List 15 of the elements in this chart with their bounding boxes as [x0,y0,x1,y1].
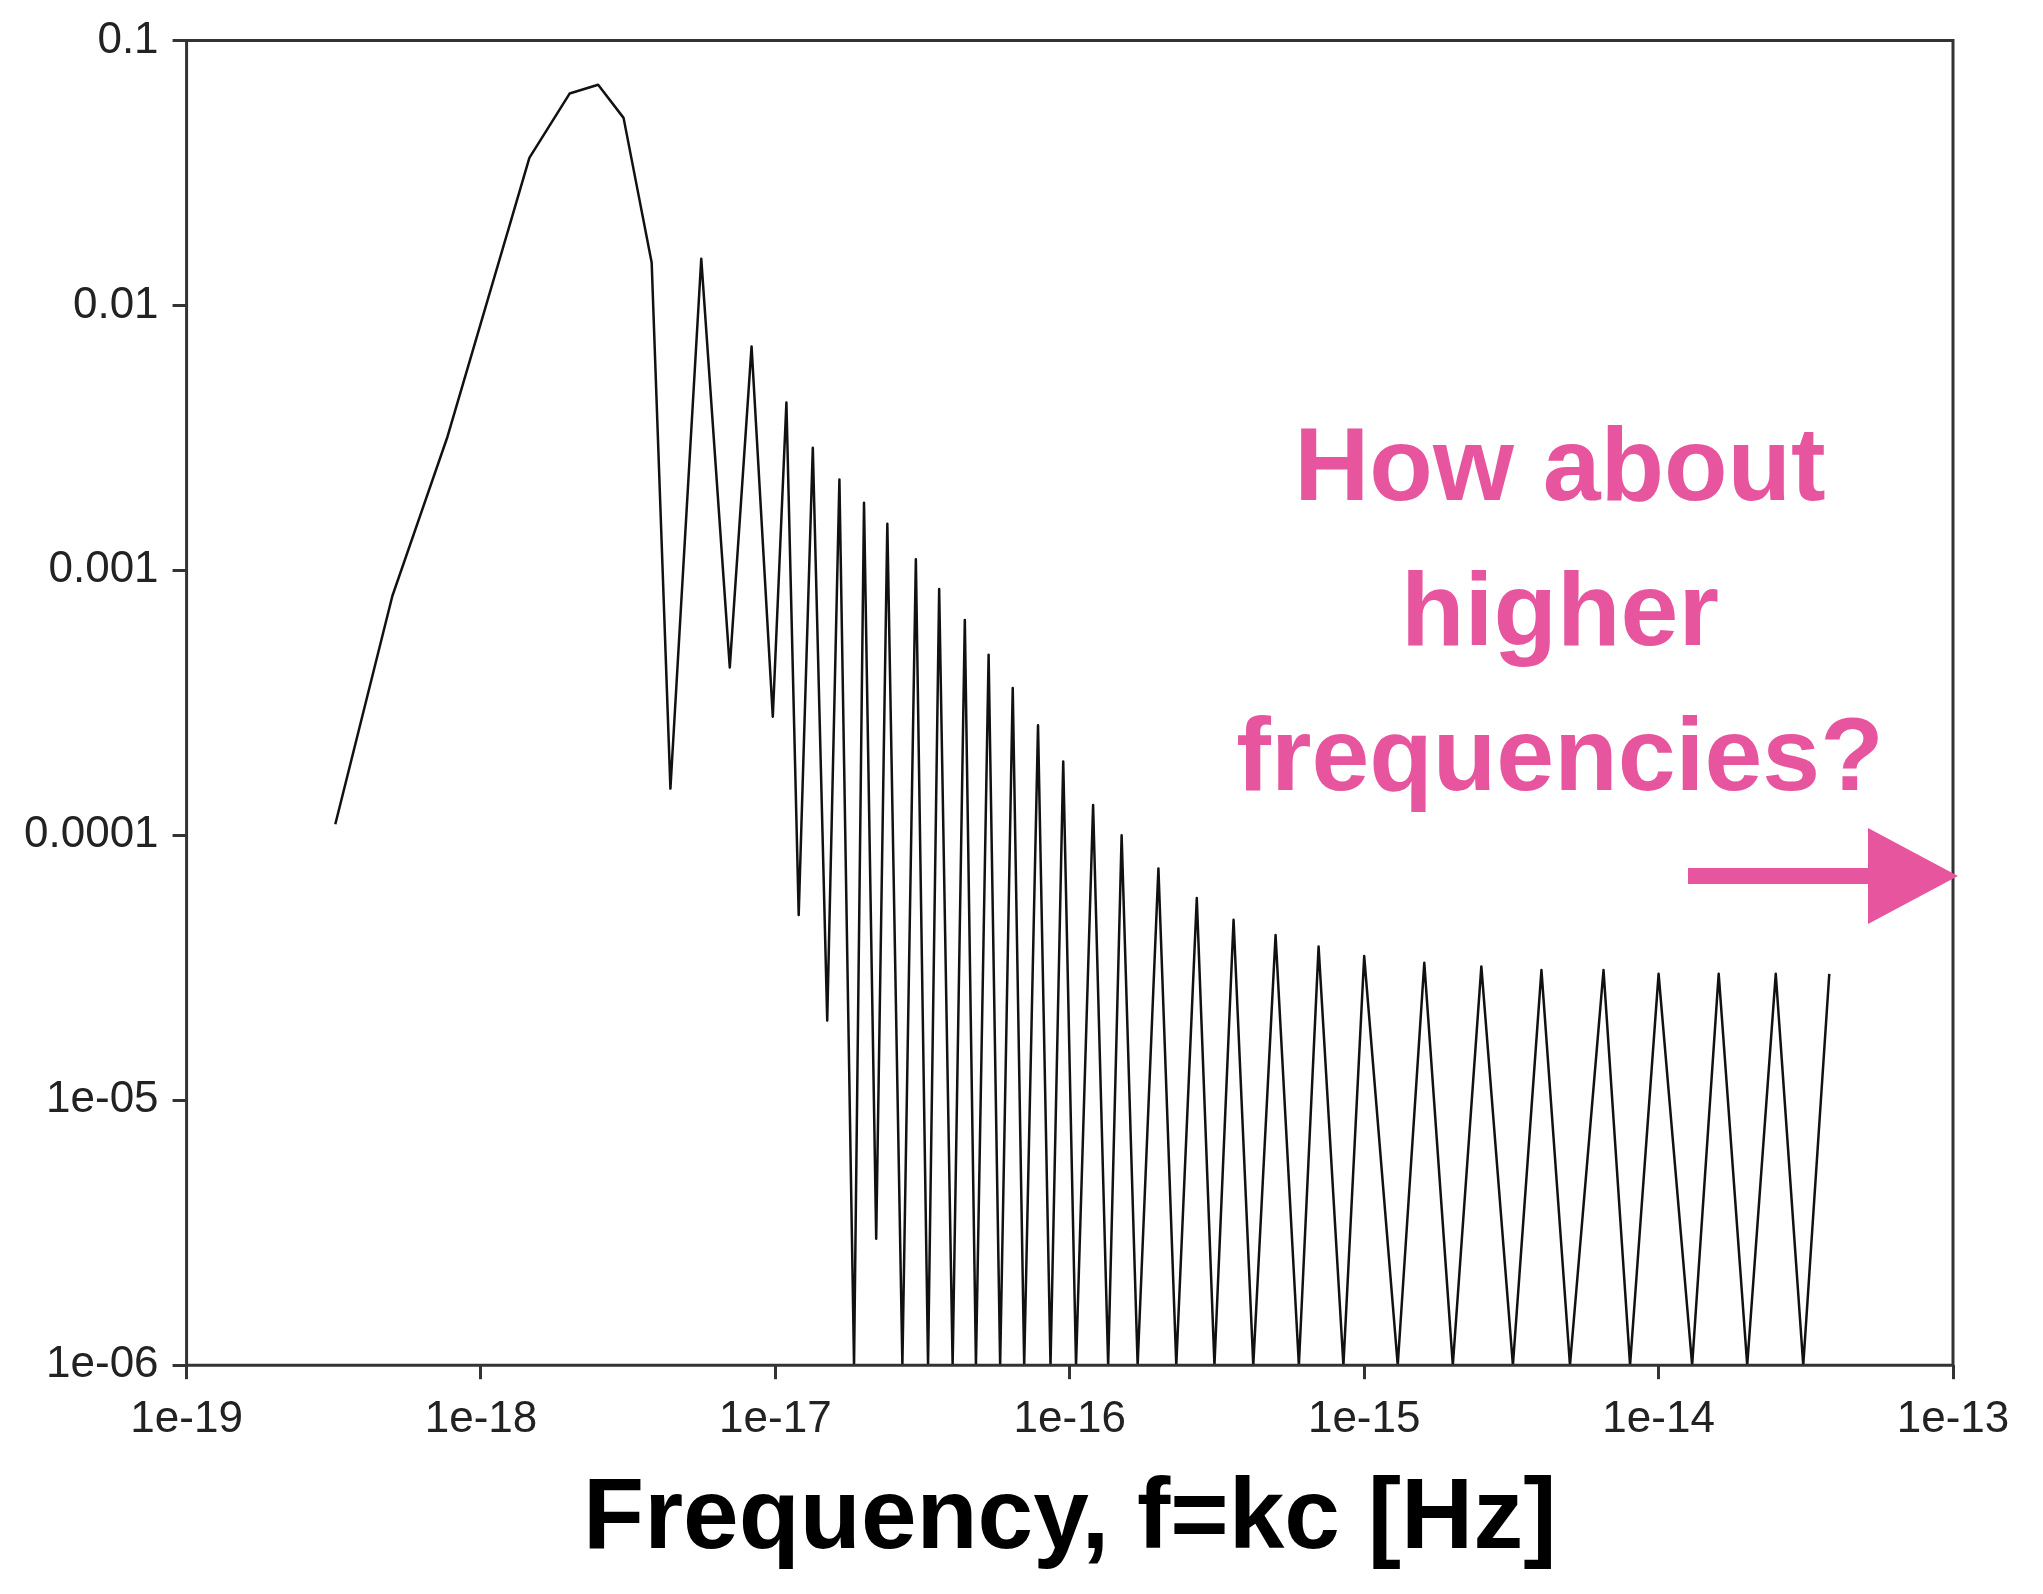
x-axis-title: Frequency, f=kc [Hz] [583,1456,1557,1569]
y-tick-label: 1e-05 [46,1072,159,1122]
x-tick-label: 1e-19 [130,1391,243,1441]
x-tick-label: 1e-16 [1013,1391,1127,1441]
y-tick-label: 1e-06 [46,1337,159,1387]
x-tick-label: 1e-18 [424,1391,538,1441]
y-tick-label: 0.0001 [24,807,159,857]
annotation: How about higher frequencies? [1235,405,1885,814]
x-tick-label: 1e-17 [719,1391,832,1441]
y-tick-label: 0.001 [48,542,159,592]
y-tick-label: 0.1 [97,12,159,62]
x-tick-label: 1e-14 [1602,1391,1715,1441]
x-tick-label: 1e-13 [1896,1391,2010,1441]
y-tick-label: 0.01 [72,277,159,327]
x-tick-label: 1e-15 [1307,1391,1421,1441]
